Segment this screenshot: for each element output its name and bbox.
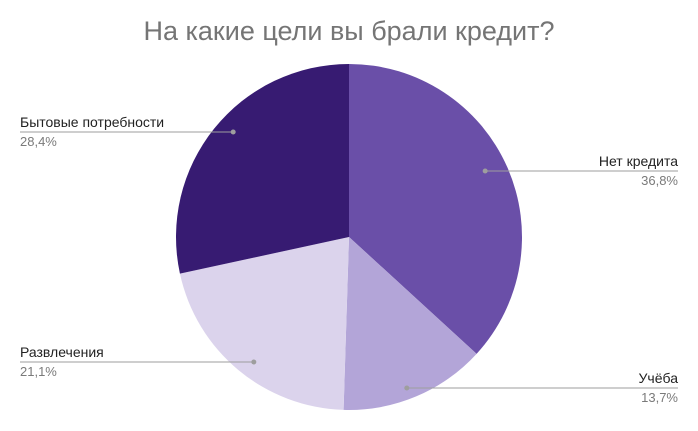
pie-slice-4 <box>176 64 349 274</box>
slice-value-label: 28,4% <box>20 134 57 149</box>
slices-layer <box>176 64 522 410</box>
callout-slice-2: Учёба 13,7% <box>404 370 678 405</box>
slice-value-label: 36,8% <box>641 173 678 188</box>
slice-label: Нет кредита <box>599 153 678 169</box>
callout-dot <box>482 168 488 174</box>
chart-title: На какие цели вы брали кредит? <box>143 16 555 46</box>
slice-label: Бытовые потребности <box>20 114 164 130</box>
slice-value-label: 21,1% <box>20 364 57 379</box>
callout-slice-4: Бытовые потребности 28,4% <box>20 114 236 149</box>
callout-dot <box>230 129 236 135</box>
callout-dot <box>251 359 257 365</box>
pie-slice-3 <box>179 237 349 410</box>
labels-layer: Нет кредита 36,8% Учёба 13,7% Развлечения 21,… <box>20 114 678 405</box>
pie-slice-2 <box>343 237 477 410</box>
pie-slice-1 <box>349 64 522 354</box>
callout-slice-3: Развлечения 21,1% <box>20 344 257 379</box>
callout-dot <box>404 385 410 391</box>
slice-label: Учёба <box>639 370 679 386</box>
callout-slice-1: Нет кредита 36,8% <box>482 153 678 188</box>
slice-label: Развлечения <box>20 344 104 360</box>
slice-value-label: 13,7% <box>641 390 678 405</box>
